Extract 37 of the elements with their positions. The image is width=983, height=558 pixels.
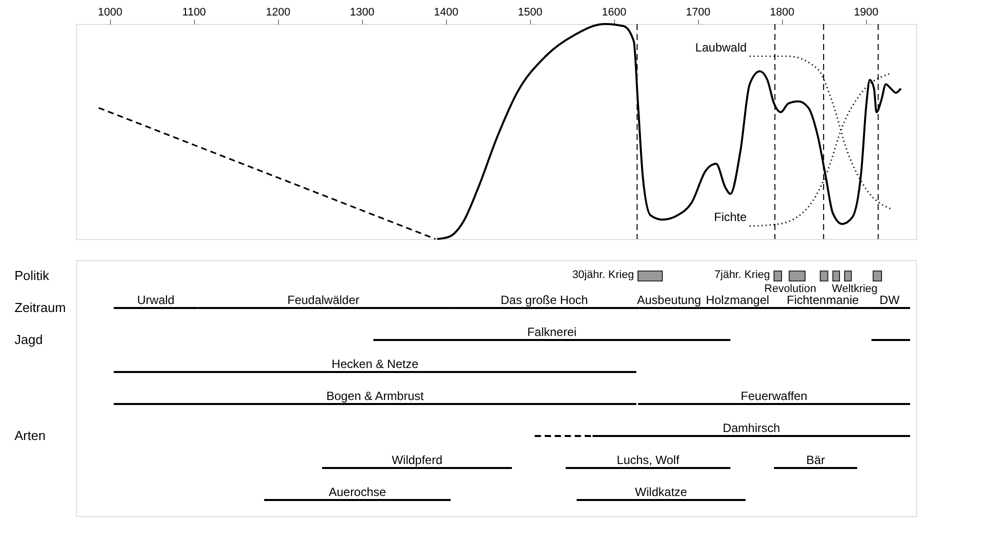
x-tick-label: 1900 xyxy=(854,6,878,18)
series-label: Holzmangel xyxy=(706,293,770,307)
series-label: Bogen & Armbrust xyxy=(326,389,424,403)
series-label: Ausbeutung xyxy=(637,293,702,307)
x-tick-label: 1500 xyxy=(518,6,542,18)
x-tick-label: 1800 xyxy=(770,6,794,18)
series-label: Wildkatze xyxy=(635,485,688,499)
series-label: Hecken & Netze xyxy=(332,357,419,371)
series-label: Urwald xyxy=(137,293,174,307)
annotation: 7jähr. Krieg xyxy=(714,269,770,281)
y-tick-label: Arten xyxy=(14,428,46,443)
annotation: Revolution xyxy=(764,283,816,295)
series-label: Auerochse xyxy=(328,485,386,499)
series-label: Damhirsch xyxy=(722,421,780,435)
x-tick-label: 1200 xyxy=(266,6,290,18)
y-tick-label: Jagd xyxy=(14,332,43,347)
x-tick-label: 1700 xyxy=(686,6,710,18)
annotation: 30jähr. Krieg xyxy=(572,269,634,281)
series-label: Fichtenmanie xyxy=(786,293,860,307)
series-label: Falknerei xyxy=(527,325,577,339)
series-label: Feudalwälder xyxy=(287,293,360,307)
y-tick-label: Politik xyxy=(14,268,50,283)
series-label: Feuerwaffen xyxy=(740,389,808,403)
x-tick-label: 1300 xyxy=(350,6,374,18)
y-tick-label: Zeitraum xyxy=(14,300,66,315)
series-label: Das große Hoch xyxy=(500,293,588,307)
x-tick-label: 1000 xyxy=(98,6,122,18)
x-tick-label: 1100 xyxy=(182,6,206,18)
x-tick-label: 1600 xyxy=(602,6,626,18)
x-tick-label: 1400 xyxy=(434,6,458,18)
series-label: DW xyxy=(880,293,900,307)
series-label: Fichte xyxy=(714,210,747,224)
series-label: Bär xyxy=(806,453,825,467)
series-label: Wildpferd xyxy=(392,453,442,467)
annotation: Weltkrieg xyxy=(832,283,878,295)
series-label: Luchs, Wolf xyxy=(616,453,680,467)
series-label: Laubwald xyxy=(695,40,747,54)
